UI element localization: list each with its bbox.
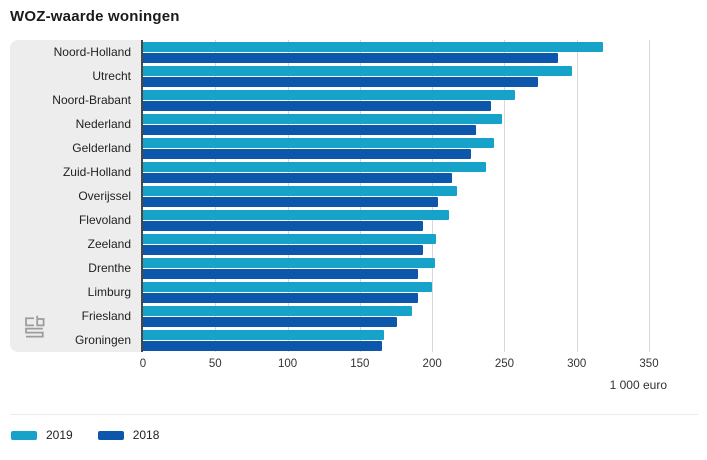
bar-row: Utrecht: [10, 64, 693, 88]
legend-item-2019[interactable]: 2019: [11, 428, 73, 442]
bar-row: Groningen: [10, 328, 693, 352]
category-label: Groningen: [74, 333, 131, 347]
chart-title: WOZ-waarde woningen: [10, 8, 180, 25]
category-label: Zeeland: [87, 237, 131, 251]
x-tick-label-250: 250: [494, 358, 515, 370]
bar-group: [143, 208, 693, 232]
x-tick-label-100: 100: [277, 358, 298, 370]
bar-2019-noord-holland[interactable]: [143, 41, 603, 52]
bar-group: [143, 256, 693, 280]
bar-group: [143, 232, 693, 256]
gridline-50: [215, 40, 217, 352]
bar-row: Zeeland: [10, 232, 693, 256]
bar-row: Drenthe: [10, 256, 693, 280]
x-tick-label-350: 350: [639, 358, 659, 370]
category-label: Drenthe: [88, 261, 131, 275]
bar-group: [143, 304, 693, 328]
bar-row: Nederland: [10, 112, 693, 136]
bar-row: Noord-Brabant: [10, 88, 693, 112]
bar-row: Noord-Holland: [10, 40, 693, 64]
bar-row: Friesland: [10, 304, 693, 328]
category-label: Friesland: [81, 309, 131, 323]
gridline-250: [504, 40, 506, 352]
bar-2018-nederland[interactable]: [143, 124, 476, 135]
bar-group: [143, 40, 693, 64]
gridline-150: [359, 40, 361, 352]
x-tick-label-300: 300: [567, 358, 587, 370]
category-label-panel: [10, 40, 143, 352]
bar-2019-groningen[interactable]: [143, 329, 385, 340]
bar-2018-groningen[interactable]: [143, 340, 382, 351]
x-axis-unit-row: 1 000 euro: [10, 378, 693, 394]
bar-row: Limburg: [10, 280, 693, 304]
x-tick-label-50: 50: [208, 358, 222, 370]
category-label: Nederland: [75, 117, 131, 131]
bar-rows: Noord-Holland Utrecht Noord-Brabant Nederla…: [10, 40, 693, 352]
bar-2019-gelderland[interactable]: [143, 137, 495, 148]
bar-2018-noord-brabant[interactable]: [143, 100, 492, 111]
bar-row: Zuid-Holland: [10, 160, 693, 184]
x-axis-tick-labels: 0 50 100 150 200 250 300 350: [10, 358, 693, 372]
bar-group: [143, 184, 693, 208]
bar-2018-utrecht[interactable]: [143, 76, 538, 87]
bar-row: Flevoland: [10, 208, 693, 232]
gridline-200: [432, 40, 434, 352]
legend-label: 2018: [132, 428, 160, 442]
legend-swatch-2019: [11, 430, 37, 440]
bar-2019-flevoland[interactable]: [143, 209, 450, 220]
bar-group: [143, 112, 693, 136]
category-label: Zuid-Holland: [62, 165, 131, 179]
bar-2019-zuid-holland[interactable]: [143, 161, 486, 172]
bar-row: Overijssel: [10, 184, 693, 208]
bar-2019-drenthe[interactable]: [143, 257, 436, 268]
gridline-350: [649, 40, 650, 352]
bar-row: Gelderland: [10, 136, 693, 160]
chart-legend: 2019 2018: [10, 414, 698, 442]
bar-2019-noord-brabant[interactable]: [143, 89, 515, 100]
bar-2018-zuid-holland[interactable]: [143, 172, 453, 183]
bar-2019-zeeland[interactable]: [143, 233, 437, 244]
category-label: Noord-Holland: [53, 45, 131, 59]
category-label: Noord-Brabant: [52, 93, 131, 107]
bar-group: [143, 64, 693, 88]
bar-group: [143, 280, 693, 304]
bar-2018-limburg[interactable]: [143, 292, 418, 303]
category-label: Utrecht: [92, 69, 131, 83]
bar-2019-limburg[interactable]: [143, 281, 433, 292]
legend-item-2018[interactable]: 2018: [97, 428, 160, 442]
cbs-logo-icon: [25, 315, 45, 338]
woz-chart-card: WOZ-waarde woningen Noord-Holland Utrecht…: [0, 8, 707, 460]
category-label: Overijssel: [78, 189, 131, 203]
plot-gridlines: [143, 40, 693, 352]
gridline-300: [576, 40, 578, 352]
bar-2019-nederland[interactable]: [143, 113, 502, 124]
bar-2018-gelderland[interactable]: [143, 148, 472, 159]
category-label: Flevoland: [78, 213, 131, 227]
legend-swatch-2018: [97, 430, 124, 440]
bar-2018-noord-holland[interactable]: [143, 52, 558, 63]
y-axis-line: [141, 40, 143, 352]
category-label: Limburg: [87, 285, 131, 299]
bar-2019-overijssel[interactable]: [143, 185, 457, 196]
bar-2018-flevoland[interactable]: [143, 220, 424, 231]
bar-2018-friesland[interactable]: [143, 316, 398, 327]
bar-2019-utrecht[interactable]: [143, 65, 573, 76]
x-tick-label-200: 200: [422, 358, 442, 370]
x-tick-label-150: 150: [350, 358, 370, 370]
gridline-100: [287, 40, 289, 352]
chart-area: Noord-Holland Utrecht Noord-Brabant Nederla…: [10, 40, 693, 394]
x-axis-unit-label: 1 000 euro: [609, 378, 667, 392]
bar-group: [143, 88, 693, 112]
bar-2018-drenthe[interactable]: [143, 268, 418, 279]
bar-group: [143, 136, 693, 160]
x-tick-label-0: 0: [139, 358, 147, 370]
bar-2018-overijssel[interactable]: [143, 196, 438, 207]
category-label: Gelderland: [72, 141, 131, 155]
legend-label: 2019: [46, 428, 73, 442]
bar-2019-friesland[interactable]: [143, 305, 412, 316]
bar-group: [143, 160, 693, 184]
bar-group: [143, 328, 693, 352]
bar-2018-zeeland[interactable]: [143, 244, 424, 255]
